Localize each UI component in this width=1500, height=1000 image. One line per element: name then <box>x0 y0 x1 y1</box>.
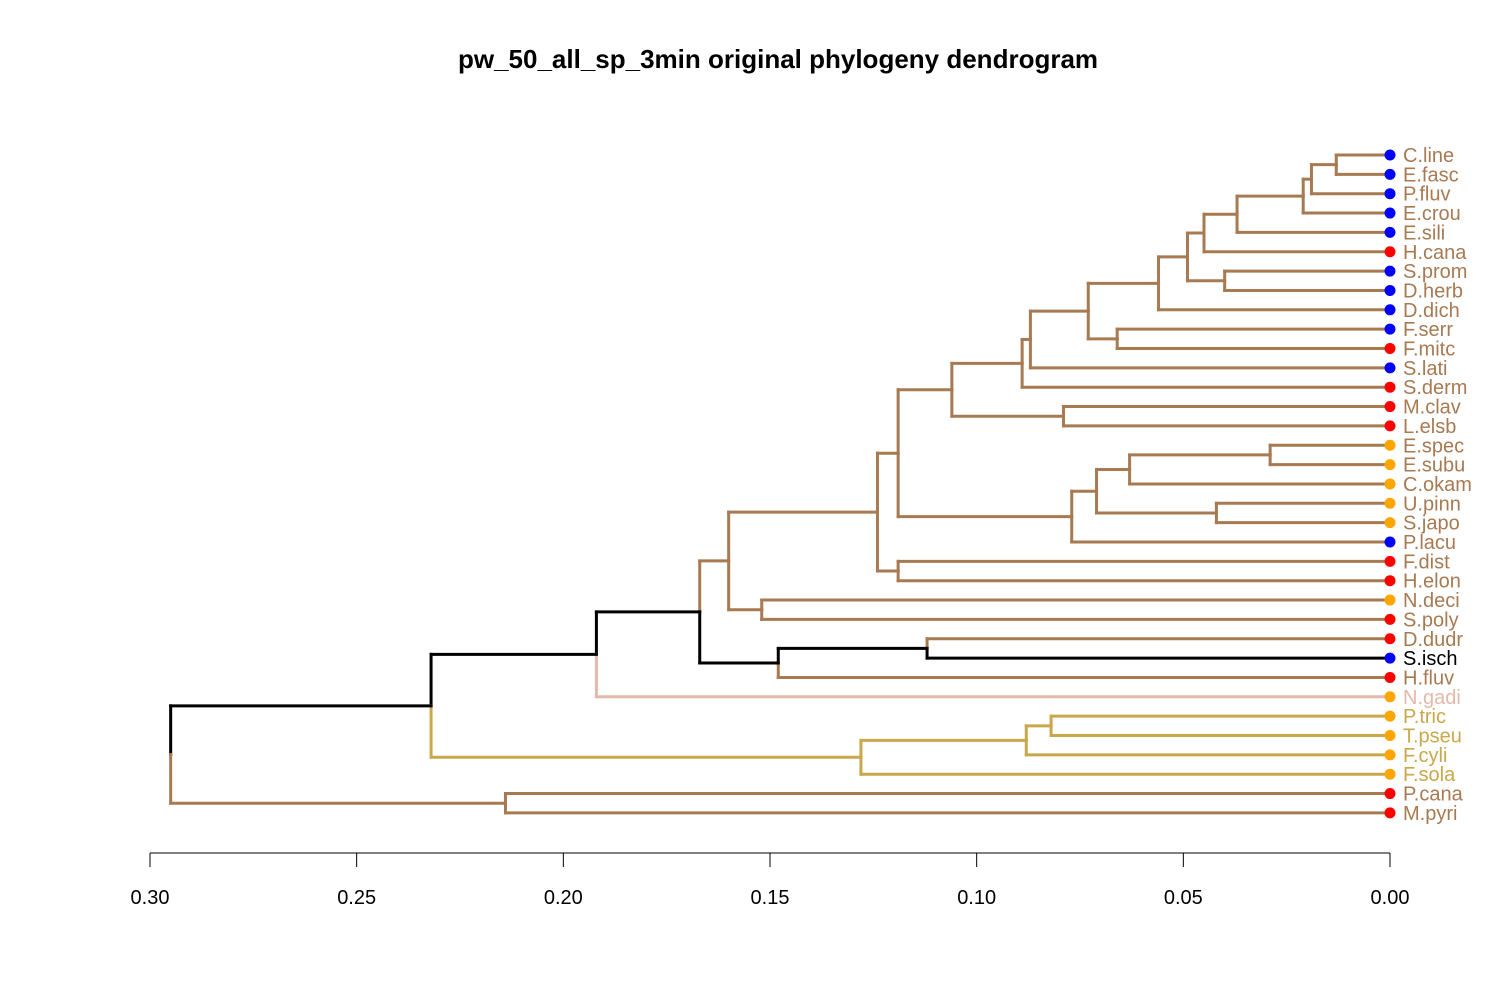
leaf-label: D.dich <box>1403 300 1460 322</box>
leaf-dot <box>1384 226 1396 238</box>
leaf-dot <box>1384 613 1396 625</box>
leaf-dot <box>1384 246 1396 258</box>
x-tick-label: 0.20 <box>544 887 583 909</box>
leaf-dot <box>1384 188 1396 200</box>
leaf-label: D.herb <box>1403 280 1463 302</box>
leaf-dot <box>1384 439 1396 451</box>
leaf-label: P.fluv <box>1403 184 1450 206</box>
leaf-label: S.poly <box>1403 609 1459 631</box>
leaf-dot <box>1384 362 1396 374</box>
leaf-label: S.derm <box>1403 377 1467 399</box>
x-tick-label: 0.30 <box>131 887 170 909</box>
leaf-label: F.serr <box>1403 319 1453 341</box>
leaf-dot <box>1384 807 1396 819</box>
leaf-dot <box>1384 497 1396 509</box>
leaf-label: P.cana <box>1403 784 1464 806</box>
leaf-dot <box>1384 343 1396 354</box>
leaf-label: F.mitc <box>1403 339 1455 361</box>
leaf-label: N.deci <box>1403 590 1460 612</box>
leaf-label: S.isch <box>1403 648 1457 670</box>
leaf-label: S.japo <box>1403 513 1460 535</box>
x-tick-label: 0.00 <box>1371 887 1410 909</box>
x-tick-label: 0.15 <box>751 887 790 909</box>
chart-title: pw_50_all_sp_3min original phylogeny den… <box>458 44 1098 74</box>
leaf-dot <box>1384 323 1396 335</box>
leaf-dot <box>1384 401 1396 413</box>
leaf-label: E.fasc <box>1403 164 1459 186</box>
leaf-dot <box>1384 149 1396 161</box>
leaf-dot <box>1384 304 1396 316</box>
leaf-dot <box>1384 652 1396 664</box>
leaf-label: C.okam <box>1403 474 1472 496</box>
leaf-dot <box>1384 536 1396 548</box>
x-axis: 0.30 0.25 0.20 0.15 0.10 0.05 0.00 <box>131 852 1410 909</box>
leaf-label: T.pseu <box>1403 726 1462 748</box>
leaf-label: N.gadi <box>1403 687 1461 709</box>
leaf-label: F.dist <box>1403 551 1450 573</box>
leaf-label: U.pinn <box>1403 493 1461 515</box>
leaf-label: M.pyri <box>1403 803 1457 825</box>
x-tick-label: 0.10 <box>957 887 996 909</box>
leaf-label: S.lati <box>1403 358 1447 380</box>
leaf-dot <box>1384 555 1396 567</box>
leaf-dot <box>1384 768 1396 780</box>
leaf-dot <box>1384 420 1396 432</box>
leaf-dot <box>1384 381 1396 393</box>
leaf-dot <box>1384 594 1396 606</box>
leaf-dot <box>1384 671 1396 683</box>
x-tick-label: 0.05 <box>1164 887 1203 909</box>
leaf-dot <box>1384 575 1396 587</box>
leaf-label: F.sola <box>1403 764 1456 786</box>
leaf-label: H.elon <box>1403 571 1461 593</box>
leaf-label: P.tric <box>1403 706 1446 728</box>
leaf-label: L.elsb <box>1403 416 1456 438</box>
leaf-dot <box>1384 517 1396 529</box>
leaf-dot <box>1384 730 1396 741</box>
leaf-dot <box>1384 749 1396 761</box>
leaf-label: M.clav <box>1403 397 1461 419</box>
leaf-dot <box>1384 168 1396 180</box>
leaf-dot <box>1384 710 1396 722</box>
leaf-label: D.dudr <box>1403 629 1463 651</box>
leaf-label: E.spec <box>1403 435 1464 457</box>
x-tick-label: 0.25 <box>337 887 376 909</box>
leaf-label: C.line <box>1403 145 1454 167</box>
leaf-label: H.cana <box>1403 242 1467 264</box>
leaf-label: E.subu <box>1403 455 1465 477</box>
leaf-label: S.prom <box>1403 261 1467 283</box>
leaf-label: E.sili <box>1403 222 1445 244</box>
leaf-label: E.crou <box>1403 203 1461 225</box>
leaf-dot <box>1384 691 1396 703</box>
leaf-dot <box>1384 478 1396 490</box>
leaf-label: H.fluv <box>1403 667 1454 689</box>
leaf-dot <box>1384 265 1396 277</box>
dendrogram-branches <box>169 153 1392 815</box>
leaf-tips: C.lineE.fascP.fluvE.crouE.siliH.canaS.pr… <box>1384 145 1472 825</box>
leaf-dot <box>1384 788 1396 800</box>
leaf-dot <box>1384 207 1396 219</box>
leaf-dot <box>1384 459 1396 471</box>
leaf-dot <box>1384 284 1396 296</box>
leaf-label: F.cyli <box>1403 745 1447 767</box>
leaf-dot <box>1384 633 1396 645</box>
leaf-label: P.lacu <box>1403 532 1456 554</box>
